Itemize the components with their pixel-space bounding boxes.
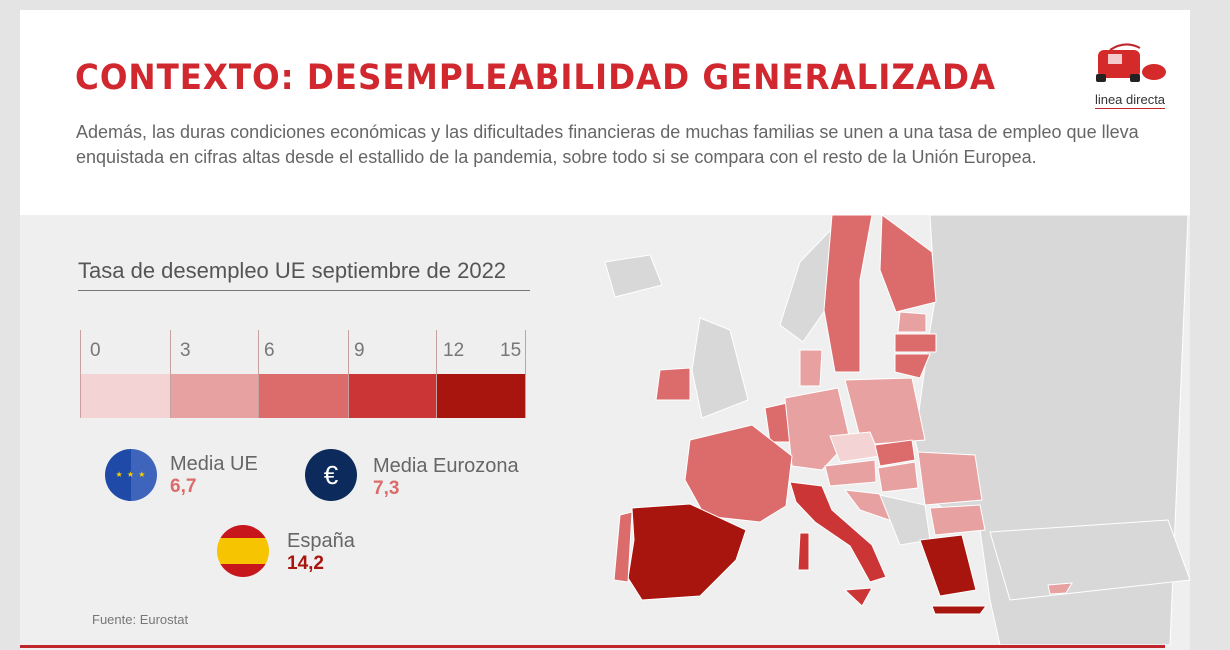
country-denmark — [799, 349, 823, 387]
bottom-divider — [20, 645, 1165, 648]
legend-tick — [436, 330, 437, 418]
country-romania — [917, 451, 983, 506]
country-spain — [627, 503, 747, 601]
euro-icon: € — [305, 449, 357, 501]
stat-media-ue: Media UE 6,7 — [170, 453, 258, 498]
legend-tick-label: 0 — [90, 340, 101, 361]
legend-tick — [258, 330, 259, 418]
country-uk — [691, 317, 749, 419]
red-phone-icon — [1096, 43, 1166, 82]
country-latvia — [894, 333, 937, 353]
country-estonia — [897, 311, 927, 333]
country-finland — [879, 214, 937, 313]
legend-bin-3-6 — [170, 374, 258, 418]
country-france — [684, 424, 793, 523]
legend-tick — [170, 330, 171, 418]
country-sweden — [823, 214, 873, 373]
legend-tick-label: 9 — [354, 340, 365, 361]
legend-tick — [80, 330, 81, 418]
country-balkans — [879, 494, 931, 546]
stat-label: Media Eurozona — [373, 455, 519, 477]
source-note: Fuente: Eurostat — [92, 612, 189, 627]
legend-tick-label: 15 — [500, 340, 522, 361]
country-poland — [844, 377, 926, 446]
logo-text: linea directa — [1094, 92, 1166, 109]
linea-directa-logo: linea directa — [1085, 40, 1175, 109]
stat-label: España — [287, 530, 355, 552]
eu-flag-icon: ★ ★ ★ — [105, 449, 157, 501]
stat-label: Media UE — [170, 453, 258, 475]
country-sardinia — [797, 532, 810, 571]
country-sicily — [843, 587, 873, 607]
stat-espana: España 14,2 — [287, 530, 355, 575]
legend-tick-label: 6 — [264, 340, 275, 361]
stat-media-eurozona: Media Eurozona 7,3 — [373, 455, 519, 500]
country-turkey — [989, 519, 1191, 601]
legend-bin-9-12 — [348, 374, 436, 418]
legend-bin-12-15 — [436, 374, 526, 418]
page-title: CONTEXTO: DESEMPLEABILIDAD GENERALIZADA — [75, 58, 997, 98]
stat-value: 6,7 — [170, 476, 197, 497]
country-austria — [824, 459, 877, 487]
spain-flag-icon — [217, 525, 269, 577]
legend-bin-6-9 — [258, 374, 348, 418]
country-hungary — [877, 461, 919, 493]
country-crete — [931, 605, 987, 615]
country-greece — [919, 534, 977, 597]
country-bulgaria — [929, 504, 986, 536]
legend-tick-label: 3 — [180, 340, 191, 361]
stat-value: 7,3 — [373, 478, 400, 499]
stat-value: 14,2 — [287, 553, 324, 574]
country-slovakia — [874, 439, 916, 467]
country-cyprus — [1047, 582, 1073, 595]
country-ireland — [655, 367, 691, 401]
country-italy — [789, 481, 887, 583]
country-portugal — [613, 511, 633, 583]
legend-title: Tasa de desempleo UE septiembre de 2022 — [78, 258, 530, 291]
country-iceland — [604, 254, 663, 298]
legend-tick — [348, 330, 349, 418]
country-lithuania — [894, 353, 931, 379]
intro-text: Además, las duras condiciones económicas… — [76, 122, 1139, 167]
legend-bin-0-3 — [80, 374, 170, 418]
legend-tick-label: 12 — [443, 340, 465, 361]
legend-tick — [525, 330, 526, 418]
